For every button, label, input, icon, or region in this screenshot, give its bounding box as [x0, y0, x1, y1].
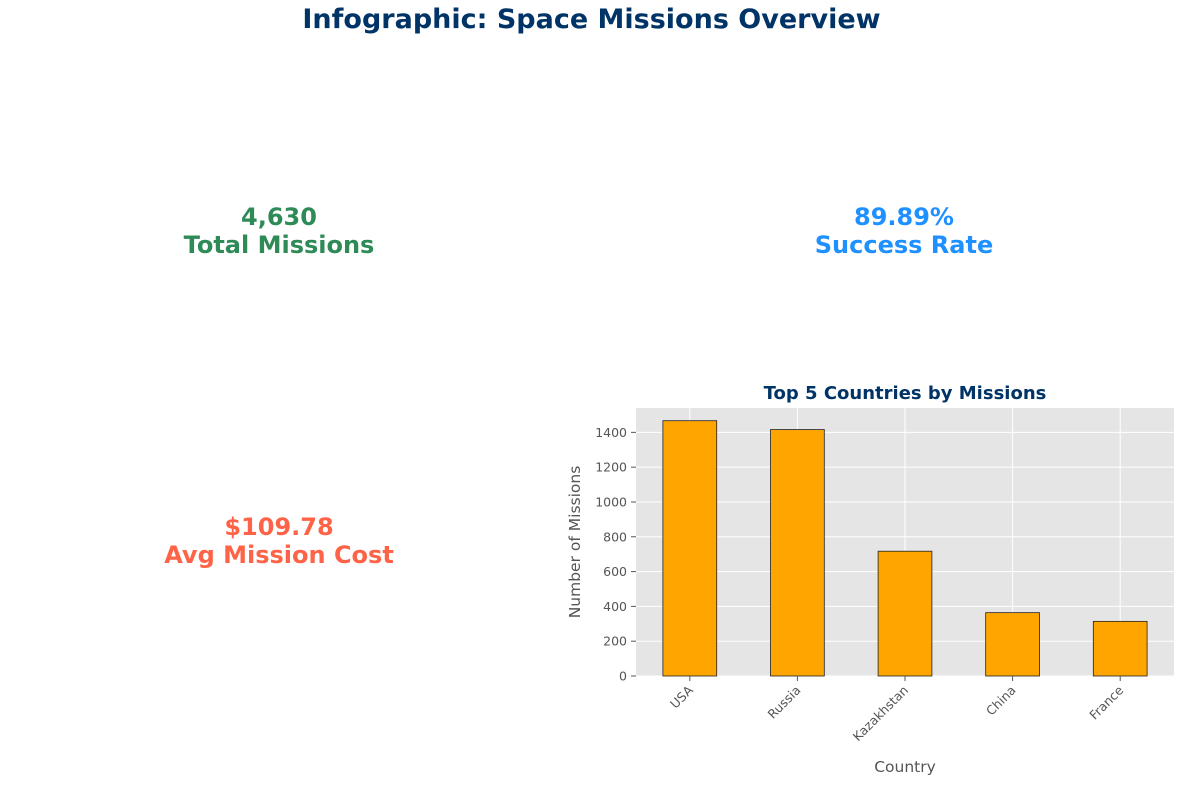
y-tick-label: 1400 [595, 425, 627, 440]
kpi-success-rate-value: 89.89% [854, 203, 954, 231]
x-tick-label: China [983, 683, 1019, 719]
y-tick-label: 0 [619, 669, 627, 684]
kpi-avg-cost-value: $109.78 [224, 513, 334, 541]
kpi-total-missions: 4,630 Total Missions [79, 203, 479, 259]
y-tick-label: 200 [603, 634, 627, 649]
x-tick-label: Kazakhstan [850, 683, 912, 745]
x-tick-label: USA [667, 682, 696, 711]
y-tick-label: 1000 [595, 494, 627, 509]
y-tick-label: 800 [603, 529, 627, 544]
x-tick-label: Russia [764, 683, 803, 722]
kpi-success-rate-label: Success Rate [814, 231, 994, 259]
x-tick-label: France [1086, 682, 1126, 722]
bar [662, 420, 718, 677]
bar [1092, 620, 1148, 677]
page-title: Infographic: Space Missions Overview [302, 4, 881, 35]
kpi-avg-cost-label: Avg Mission Cost [164, 541, 394, 569]
bar [770, 429, 825, 677]
y-axis-label: Number of Missions [566, 466, 584, 619]
y-tick-label: 400 [603, 599, 627, 614]
bar [877, 550, 933, 677]
kpi-success-rate: 89.89% Success Rate [704, 203, 1104, 259]
plot-area: 0 200 400 600 800 1000 1200 1400 USA Russia Kazakh… [595, 408, 1174, 744]
y-tick-label: 1200 [595, 460, 627, 475]
bar [985, 612, 1040, 677]
chart-title: Top 5 Countries by Missions [764, 383, 1047, 404]
y-tick-label: 600 [603, 564, 627, 579]
kpi-total-missions-label: Total Missions [183, 231, 375, 259]
kpi-avg-cost: $109.78 Avg Mission Cost [79, 513, 479, 569]
kpi-total-missions-value: 4,630 [241, 203, 317, 231]
x-axis-label: Country [874, 758, 936, 776]
